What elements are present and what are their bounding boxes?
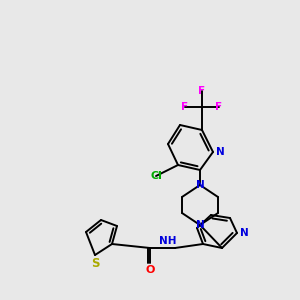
- Text: F: F: [215, 102, 223, 112]
- Text: F: F: [182, 102, 189, 112]
- Text: N: N: [240, 228, 249, 238]
- Text: Cl: Cl: [150, 171, 162, 181]
- Text: N: N: [196, 220, 204, 230]
- Text: O: O: [145, 265, 155, 275]
- Text: F: F: [198, 86, 206, 96]
- Text: N: N: [216, 147, 225, 157]
- Text: NH: NH: [158, 236, 176, 246]
- Text: S: S: [91, 257, 99, 270]
- Text: N: N: [196, 180, 204, 190]
